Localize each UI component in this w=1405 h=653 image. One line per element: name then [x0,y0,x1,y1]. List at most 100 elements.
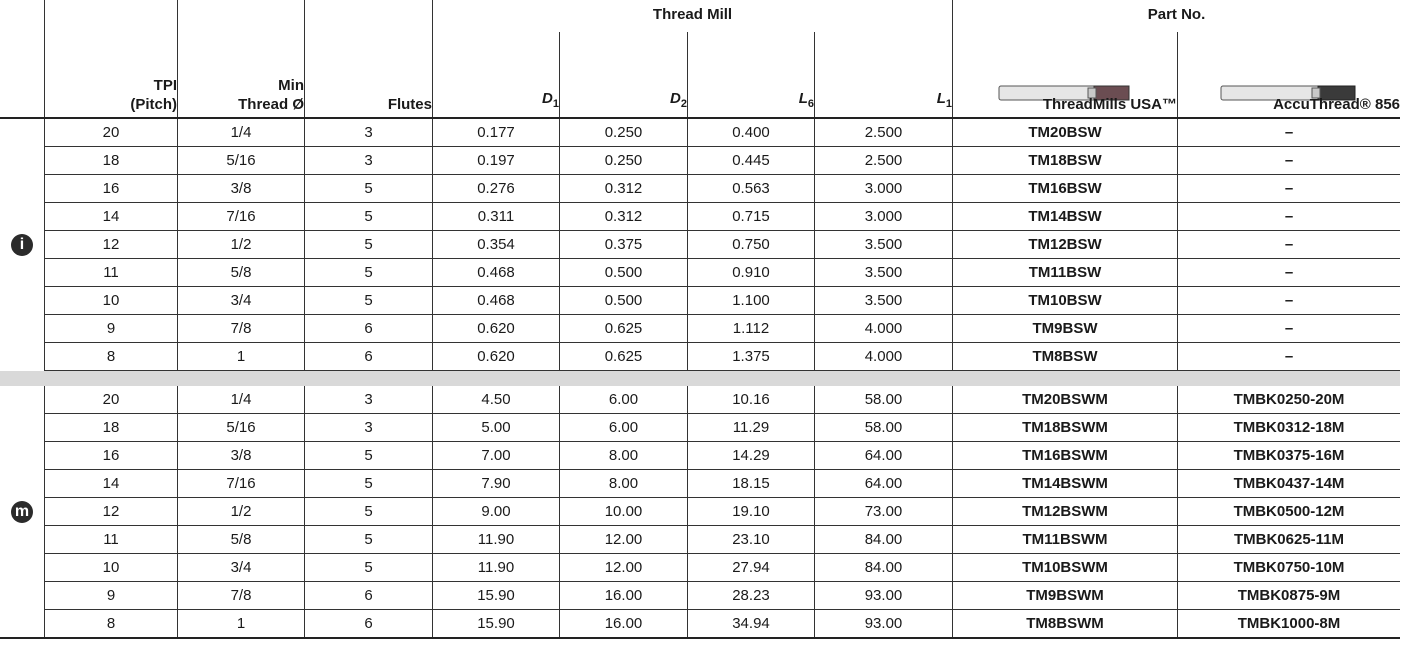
table-cell: 7/16 [178,203,305,231]
table-cell: TMBK0375-16M [1178,442,1400,470]
table-cell: 1/4 [178,119,305,147]
table-cell: TM14BSWM [953,470,1178,498]
cell-text: 0.311 [477,208,515,225]
header-symbol: L1 [937,89,952,114]
table-cell: 0.311 [433,203,560,231]
table-cell: 0.500 [560,287,688,315]
table-cell: – [1178,259,1400,287]
table-cell: TM8BSW [953,343,1178,371]
symbol: D [670,90,681,107]
cell-text: 0.750 [732,236,770,253]
table-cell: 12.00 [560,526,688,554]
cell-text: TMBK1000-8M [1237,615,1341,632]
cell-text: 0.375 [604,236,643,253]
table-cell: 12 [45,498,178,526]
header-line: AccuThread® 856 [1273,96,1400,113]
table-cell: 16 [45,442,178,470]
cell-text: 0.354 [477,236,515,253]
cell-text: 9 [106,320,116,337]
table-cell: 0.468 [433,259,560,287]
header-line: ThreadMills USA™ [1042,96,1177,113]
cell-text: 0.197 [477,152,515,169]
table-cell: 3 [305,147,433,175]
table-cell: 5/8 [178,526,305,554]
cell-text: TMBK0250-20M [1233,391,1345,408]
cell-text: 0.468 [477,292,515,309]
table-cell: 0.910 [688,259,815,287]
cell-text: TM18BSWM [1022,419,1108,436]
table-cell: 0.445 [688,147,815,175]
cell-text: 0.276 [477,180,515,197]
table-cell: 4.000 [815,315,953,343]
cell-text: 84.00 [864,531,903,548]
table-cell: 73.00 [815,498,953,526]
cell-text: 16.00 [604,615,643,632]
column-header: Min Thread Ø [178,0,305,118]
group-icon-cell: i [0,119,45,371]
table-cell: TM8BSWM [953,610,1178,638]
cell-text: 6.00 [608,419,639,436]
cell-text: 7/8 [230,320,252,337]
cell-text: 20 [102,124,120,141]
cell-text: TM11BSWM [1022,531,1108,548]
cell-text: 0.312 [604,180,643,197]
table-cell: TM18BSW [953,147,1178,175]
subscript: 1 [945,98,952,110]
table-cell: TMBK0250-20M [1178,386,1400,414]
cell-text: 58.00 [864,391,903,408]
table-cell: 16.00 [560,582,688,610]
table-cell: TMBK0500-12M [1178,498,1400,526]
header-line: Thread Ø [238,96,304,113]
cell-text: TM12BSW [1028,236,1102,253]
table-cell: 10 [45,554,178,582]
table-cell: 0.312 [560,203,688,231]
table-cell: 11 [45,526,178,554]
column-header: TPI (Pitch) [45,0,178,118]
cell-text: 1/4 [230,124,252,141]
cell-text: 93.00 [864,615,903,632]
table-cell: 5 [305,498,433,526]
header-line: (Pitch) [130,96,177,113]
cell-text: 5 [364,236,373,253]
table-cell: 58.00 [815,386,953,414]
cell-text: 6 [364,320,373,337]
cell-text: 3.500 [864,264,903,281]
symbol: D [542,90,553,107]
table-cell: 1 [178,343,305,371]
cell-text: 12 [102,236,120,253]
cell-text: 0.620 [477,348,515,365]
table-cell: 10.16 [688,386,815,414]
cell-text: 7.90 [481,475,511,492]
cell-text: 3.500 [864,292,903,309]
cell-text: 27.94 [732,559,770,576]
cell-text: 1/2 [230,236,252,253]
cell-text: 3 [364,124,373,141]
cell-text: 12.00 [604,559,643,576]
cell-text: 0.312 [604,208,643,225]
cell-text: 4.000 [864,320,903,337]
table-cell: 6 [305,582,433,610]
table-cell: TMBK0312-18M [1178,414,1400,442]
table-cell: 5 [305,203,433,231]
cell-text: – [1284,320,1294,337]
cell-text: 5 [364,531,373,548]
cell-text: 0.910 [732,264,770,281]
table-cell: 6.00 [560,386,688,414]
table-cell: 3 [305,386,433,414]
cell-text: – [1284,292,1294,309]
column-header: Flutes [305,0,433,118]
table-cell: 6 [305,610,433,638]
cell-text: 6.00 [608,391,639,408]
table-cell: 19.10 [688,498,815,526]
table-cell: 0.250 [560,147,688,175]
table-cell: 27.94 [688,554,815,582]
unit-icon: m [11,501,33,523]
table-cell: TM11BSWM [953,526,1178,554]
cell-text: 16.00 [604,587,643,604]
cell-text: 16 [102,447,120,464]
cell-text: 93.00 [864,587,903,604]
cell-text: 34.94 [732,615,770,632]
tool-image [998,85,1130,101]
table-cell: 64.00 [815,442,953,470]
table-cell: 12.00 [560,554,688,582]
